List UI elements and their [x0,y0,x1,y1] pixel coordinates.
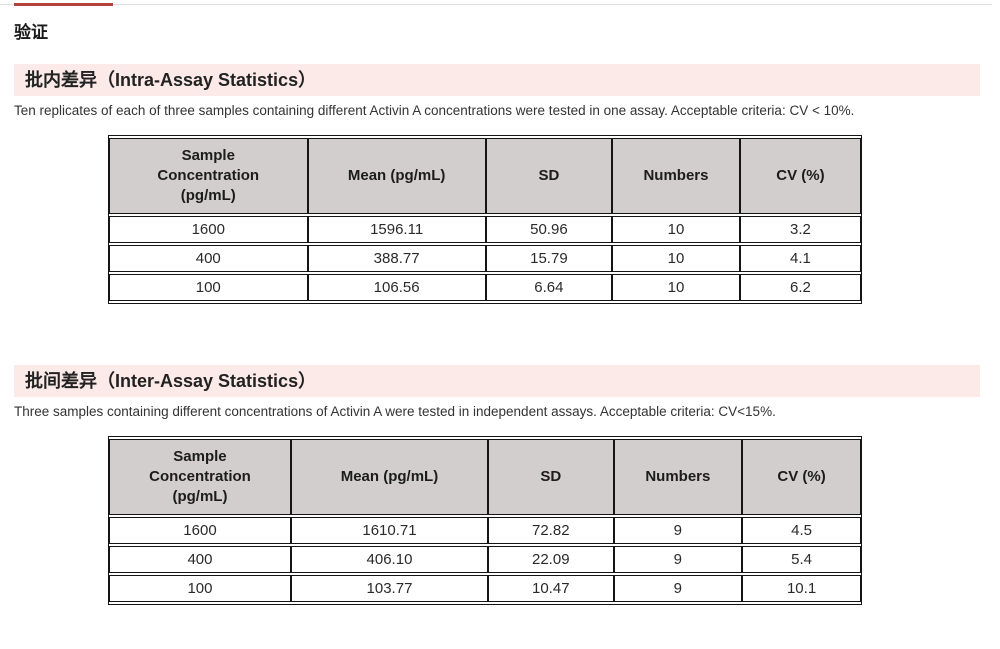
table-cell: 10.47 [487,575,614,602]
intra-assay-description: Ten replicates of each of three samples … [14,103,855,118]
table-cell: 10 [612,216,740,243]
table-cell: 1610.71 [290,517,488,544]
inter-assay-table: Sample Concentration (pg/mL) Mean (pg/mL… [108,436,862,605]
column-header-numbers: Numbers [613,439,743,515]
table-cell: 9 [613,517,743,544]
intra-assay-table: Sample Concentration (pg/mL) Mean (pg/mL… [108,135,862,304]
table-cell: 50.96 [485,216,613,243]
table-cell: 6.2 [739,274,861,301]
column-header-sd: SD [485,138,613,214]
column-header-cv: CV (%) [739,138,861,214]
intra-assay-section: 批内差异（Intra-Assay Statistics） Ten replica… [0,64,1000,304]
table-row: 1600 1596.11 50.96 10 3.2 [109,216,861,243]
table-cell: 5.4 [742,546,861,573]
table-row: 100 106.56 6.64 10 6.2 [109,274,861,301]
table-cell: 22.09 [487,546,614,573]
page-title: 验证 [14,23,48,42]
inter-assay-heading: 批间差异（Inter-Assay Statistics） [14,365,980,397]
column-header-sample-concentration: Sample Concentration (pg/mL) [109,138,308,214]
intra-assay-heading: 批内差异（Intra-Assay Statistics） [14,64,980,96]
table-cell: 100 [109,274,308,301]
table-header-row: Sample Concentration (pg/mL) Mean (pg/mL… [109,138,861,214]
table-cell: 100 [109,575,291,602]
table-cell: 10 [612,274,740,301]
table-cell: 9 [613,546,743,573]
table-cell: 1600 [109,517,291,544]
table-cell: 4.5 [742,517,861,544]
table-row: 1600 1610.71 72.82 9 4.5 [109,517,861,544]
inter-assay-description: Three samples containing different conce… [14,404,776,419]
table-cell: 6.64 [485,274,613,301]
column-header-mean: Mean (pg/mL) [307,138,486,214]
table-row: 400 406.10 22.09 9 5.4 [109,546,861,573]
table-cell: 388.77 [307,245,486,272]
table-header-row: Sample Concentration (pg/mL) Mean (pg/mL… [109,439,861,515]
column-header-sd: SD [487,439,614,515]
table-cell: 72.82 [487,517,614,544]
column-header-sample-concentration: Sample Concentration (pg/mL) [109,439,291,515]
table-cell: 106.56 [307,274,486,301]
column-header-numbers: Numbers [612,138,740,214]
table-cell: 9 [613,575,743,602]
inter-assay-section: 批间差异（Inter-Assay Statistics） Three sampl… [0,365,1000,605]
column-header-cv: CV (%) [742,439,861,515]
table-cell: 1600 [109,216,308,243]
table-cell: 400 [109,245,308,272]
table-cell: 3.2 [739,216,861,243]
table-cell: 4.1 [739,245,861,272]
table-cell: 10.1 [742,575,861,602]
table-cell: 406.10 [290,546,488,573]
table-cell: 15.79 [485,245,613,272]
table-cell: 103.77 [290,575,488,602]
table-cell: 10 [612,245,740,272]
table-row: 100 103.77 10.47 9 10.1 [109,575,861,602]
table-cell: 400 [109,546,291,573]
active-tab-indicator [14,3,113,6]
table-row: 400 388.77 15.79 10 4.1 [109,245,861,272]
column-header-mean: Mean (pg/mL) [290,439,488,515]
tab-bar-divider [0,3,992,6]
table-cell: 1596.11 [307,216,486,243]
